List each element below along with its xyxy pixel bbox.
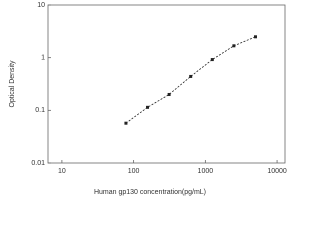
point	[210, 58, 214, 62]
y-axis-label: Optical Density	[9, 60, 16, 108]
y-tick-label: 0.01	[31, 160, 45, 167]
y-tick-label: 10	[37, 2, 45, 9]
x-tick-label: 100	[128, 168, 140, 175]
x-tick-label: 10	[58, 168, 66, 175]
curve	[125, 36, 256, 124]
x-tick-label: 10000	[267, 168, 287, 175]
point	[189, 74, 193, 78]
point	[232, 44, 236, 48]
y-tick-label: 0.1	[35, 107, 45, 114]
plot-frame	[47, 4, 286, 164]
point	[146, 105, 150, 109]
point	[253, 35, 257, 39]
point	[167, 92, 171, 96]
chart: Human gp130 concentration(pg/mL) Optical…	[9, 2, 287, 196]
y-tick-label: 1	[41, 55, 45, 62]
x-axis-label: Human gp130 concentration(pg/mL)	[94, 189, 206, 196]
x-tick-label: 1000	[198, 168, 214, 175]
point	[124, 121, 128, 125]
